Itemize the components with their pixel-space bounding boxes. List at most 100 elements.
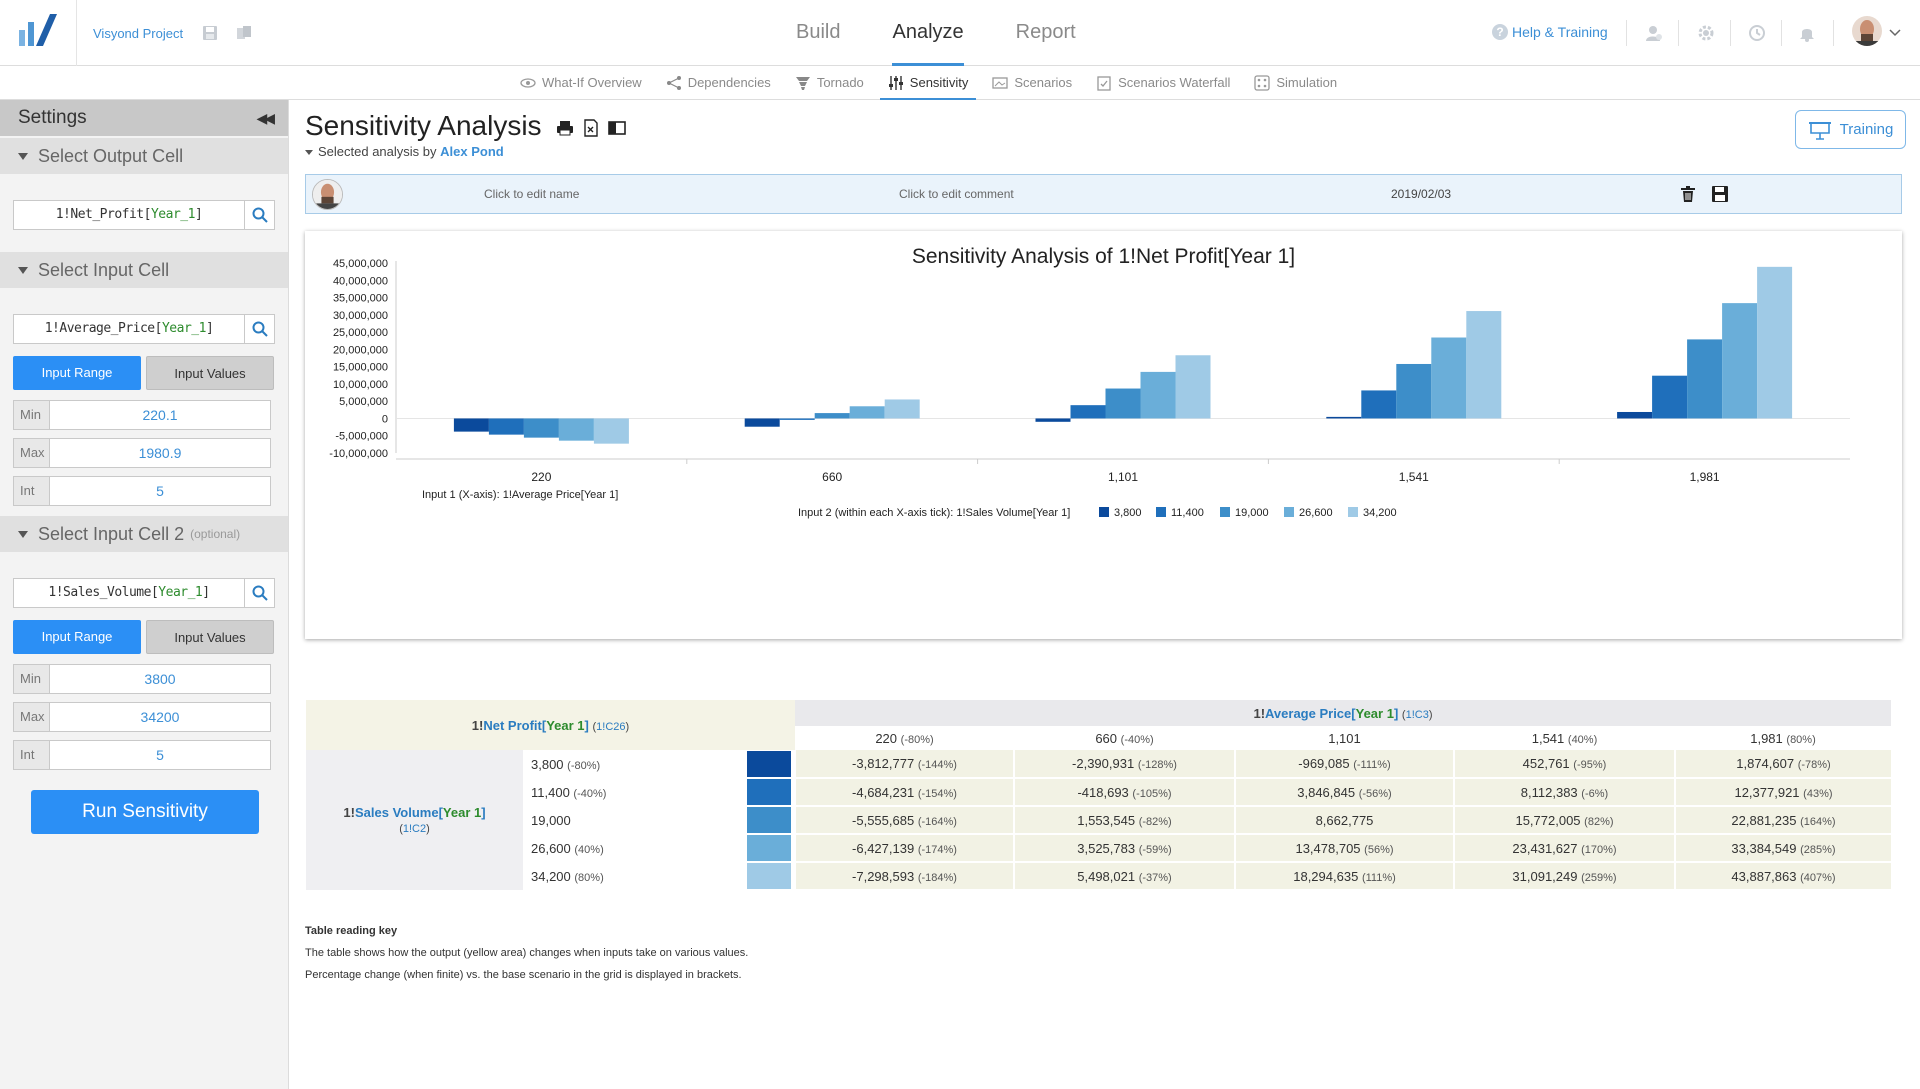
copy-icon[interactable] xyxy=(235,24,253,42)
gear-icon[interactable] xyxy=(1697,24,1715,42)
y-tick-label: 10,000,000 xyxy=(333,379,388,391)
caret-down-icon xyxy=(18,530,28,538)
x-tick-label: 220 xyxy=(531,470,551,484)
output-cell-field[interactable]: 1!Net_Profit[Year_1] xyxy=(13,200,275,230)
save-icon[interactable] xyxy=(201,24,219,42)
input1-int-field[interactable]: Int 5 xyxy=(13,476,271,506)
input2-bracket: Year 1 xyxy=(442,805,482,820)
subtab-what-if-overview[interactable]: What-If Overview xyxy=(508,66,654,99)
input-cell-2-section-toggle[interactable]: Select Input Cell 2 (optional) xyxy=(0,516,288,552)
column-header: 1,101 xyxy=(1235,726,1454,750)
analysis-subnav: What-If Overview Dependencies Tornado Se… xyxy=(0,66,1920,100)
analysis-name-field[interactable]: Click to edit name xyxy=(484,187,580,201)
cell-value: -4,684,231 xyxy=(852,784,915,800)
input1-min-field[interactable]: Min 220.1 xyxy=(13,400,271,430)
bell-icon[interactable] xyxy=(1798,24,1816,42)
user-avatar[interactable] xyxy=(1852,16,1882,46)
cell-pct: (82%) xyxy=(1584,815,1614,828)
chevron-down-icon[interactable] xyxy=(1886,24,1904,42)
bar xyxy=(1757,266,1793,419)
help-training-link[interactable]: ? Help & Training xyxy=(1492,24,1608,40)
selected-analysis-dropdown[interactable]: Selected analysis by Alex Pond xyxy=(305,144,504,159)
table-reading-key: Table reading key The table shows how th… xyxy=(305,920,748,986)
series-color-swatch xyxy=(747,863,791,889)
trash-icon[interactable] xyxy=(1679,185,1697,203)
reading-key-line-1: The table shows how the output (yellow a… xyxy=(305,947,749,959)
caret-down-icon xyxy=(305,150,313,156)
cell-pct: (-82%) xyxy=(1138,815,1172,828)
table-row: 19,000 -5,555,685 (-164%) 1,553,545 (-82%… xyxy=(306,806,1891,835)
input2-mode-toggle: Input Range Input Values xyxy=(13,620,288,654)
collapse-sidebar-icon[interactable]: ◀◀ xyxy=(256,109,274,126)
divider xyxy=(1730,20,1731,46)
table-cell: -4,684,231 (-154%) xyxy=(794,778,1014,807)
column-value: 1,541 xyxy=(1531,730,1565,746)
tab-analyze[interactable]: Analyze xyxy=(866,0,989,66)
subtab-scenarios[interactable]: Scenarios xyxy=(980,66,1084,99)
help-label: Help & Training xyxy=(1512,24,1608,40)
legend-swatch xyxy=(1284,507,1294,517)
input-range-button[interactable]: Input Range xyxy=(13,620,141,654)
subtab-sensitivity[interactable]: Sensitivity xyxy=(876,66,981,100)
subtab-dependencies[interactable]: Dependencies xyxy=(654,66,783,99)
input2-max-field[interactable]: Max 34200 xyxy=(13,702,271,732)
output-cell-search-button[interactable] xyxy=(244,201,274,229)
table-cell: 8,662,775 xyxy=(1234,806,1454,835)
input1-max-field[interactable]: Max 1980.9 xyxy=(13,438,271,468)
cell-pct: (-37%) xyxy=(1138,871,1172,884)
input-cell-field[interactable]: 1!Average_Price[Year_1] xyxy=(13,314,275,344)
legend-label: 3,800 xyxy=(1114,507,1142,519)
clipboard-check-icon xyxy=(1097,75,1111,91)
history-icon[interactable] xyxy=(1748,24,1766,42)
page-title: Sensitivity Analysis xyxy=(305,110,542,141)
panel-toggle-icon[interactable] xyxy=(607,119,626,137)
analysis-comment-field[interactable]: Click to edit comment xyxy=(899,187,1014,201)
share-nodes-icon xyxy=(666,75,681,90)
subtab-scenarios-waterfall[interactable]: Scenarios Waterfall xyxy=(1084,66,1242,99)
input-cell-2-field[interactable]: 1!Sales_Volume[Year_1] xyxy=(13,578,275,608)
visyond-logo[interactable] xyxy=(16,12,60,48)
input-values-button[interactable]: Input Values xyxy=(146,620,274,654)
column-header: 1,981 (80%) xyxy=(1675,726,1891,750)
analysis-author-avatar xyxy=(312,179,343,210)
subtab-simulation[interactable]: Simulation xyxy=(1242,66,1349,99)
input2-ref: 1!C2 xyxy=(402,823,427,835)
output-cell-section-toggle[interactable]: Select Output Cell xyxy=(0,138,288,174)
row-pct: (80%) xyxy=(574,871,604,884)
cell-pct: (164%) xyxy=(1800,815,1836,828)
x-tick-label: 1,101 xyxy=(1108,470,1138,484)
selected-by-label: Selected analysis by xyxy=(318,144,437,159)
x-tick-label: 660 xyxy=(822,470,842,484)
print-icon[interactable] xyxy=(556,119,574,137)
settings-sidebar: Settings ◀◀ Select Output Cell 1!Net_Pro… xyxy=(0,100,289,1089)
subtab-tornado[interactable]: Tornado xyxy=(783,66,876,99)
logo-separator xyxy=(76,0,77,66)
bar xyxy=(558,418,594,441)
input2-int-field[interactable]: Int 5 xyxy=(13,740,271,770)
input-cell-search-button[interactable] xyxy=(244,315,274,343)
cell-value: -5,555,685 xyxy=(852,812,915,828)
legend-swatch xyxy=(1099,507,1109,517)
y-tick-label: 35,000,000 xyxy=(333,293,388,305)
row-value: 3,800 xyxy=(531,756,564,772)
y-tick-label: 0 xyxy=(382,413,388,425)
input-cell-2-search-button[interactable] xyxy=(244,579,274,607)
input2-min-field[interactable]: Min 3800 xyxy=(13,664,271,694)
input-cell-section-toggle[interactable]: Select Input Cell xyxy=(0,252,288,288)
input-values-button[interactable]: Input Values xyxy=(146,356,274,390)
project-name-link[interactable]: Visyond Project xyxy=(93,26,184,41)
min-value: 220.1 xyxy=(142,407,178,423)
user-share-icon[interactable] xyxy=(1645,24,1663,42)
y-tick-label: -5,000,000 xyxy=(335,431,388,443)
tab-build[interactable]: Build xyxy=(796,21,841,43)
input-range-button[interactable]: Input Range xyxy=(13,356,141,390)
y-tick-label: 45,000,000 xyxy=(333,258,388,270)
training-button[interactable]: Training xyxy=(1795,110,1906,149)
run-sensitivity-button[interactable]: Run Sensitivity xyxy=(31,790,259,834)
max-label: Max xyxy=(14,439,50,467)
tab-report[interactable]: Report xyxy=(1015,21,1076,43)
save-icon[interactable] xyxy=(1711,185,1729,203)
export-excel-icon[interactable] xyxy=(582,119,600,137)
input-cell-suffix: ] xyxy=(205,321,214,336)
cell-pct: (111%) xyxy=(1361,871,1396,884)
